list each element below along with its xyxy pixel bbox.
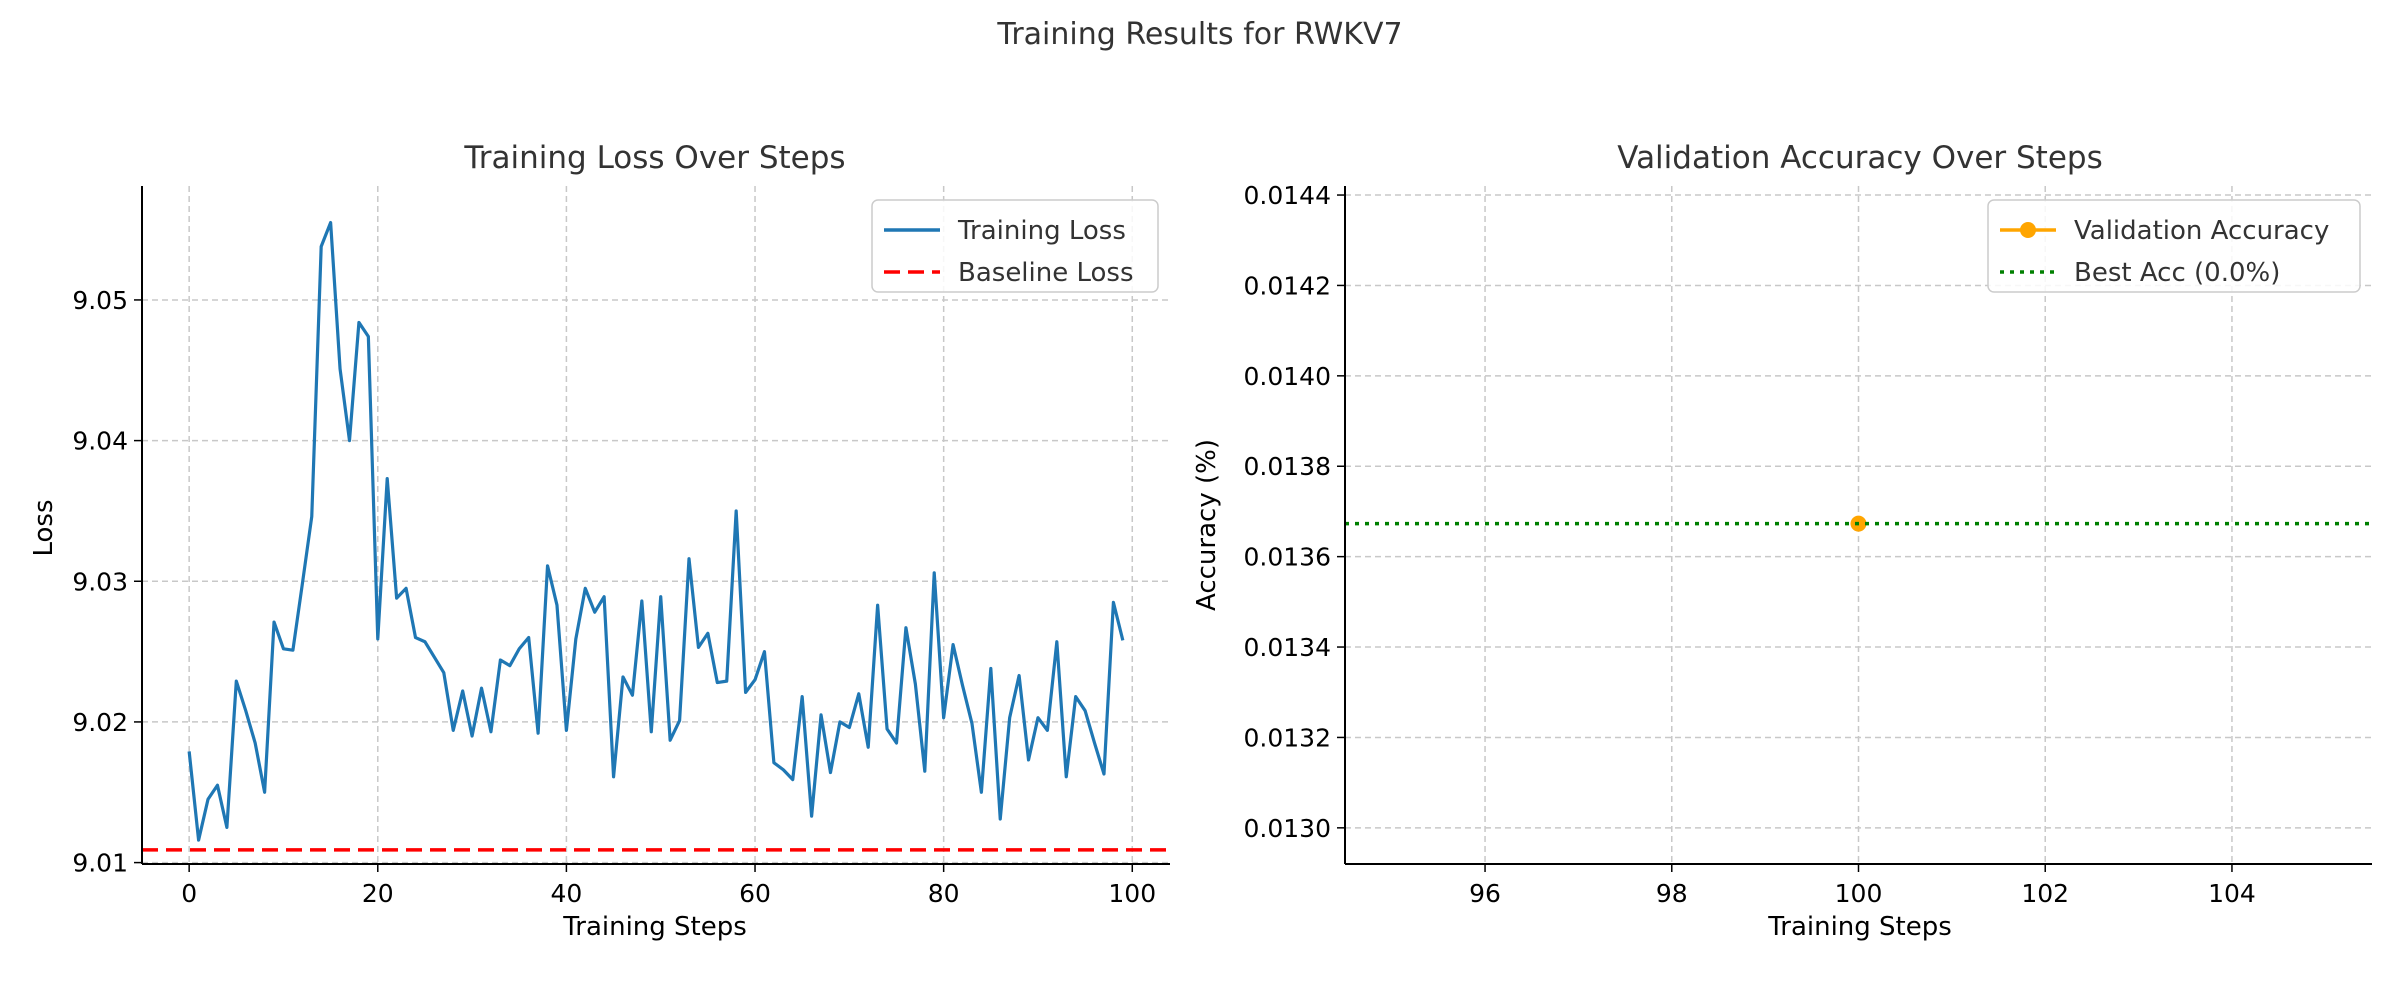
validation-accuracy-legend: Validation Accuracy Best Acc (0.0%) xyxy=(1987,199,2361,293)
training-loss-xtick-label: 100 xyxy=(1108,879,1156,908)
training-loss-xlabel: Training Steps xyxy=(562,912,747,942)
training-loss-ytick-label: 9.03 xyxy=(72,567,128,596)
training-loss-axes xyxy=(141,186,1170,865)
training-loss-ytick-label: 9.05 xyxy=(72,286,128,315)
validation-accuracy-xtick-label: 104 xyxy=(2208,879,2256,908)
validation-accuracy-ticks: 96 98 100 102 104 0.0130 0.0132 0.0134 0.0136 0.0… xyxy=(1244,181,2256,908)
training-loss-legend: Training Loss Baseline Loss xyxy=(871,199,1159,293)
training-loss-title: Training Loss Over Steps xyxy=(463,140,845,176)
validation-accuracy-axes xyxy=(1344,186,2372,865)
figure-title: Training Results for RWKV7 xyxy=(996,17,1402,52)
validation-accuracy-ytick-label: 0.0130 xyxy=(1244,814,1331,843)
validation-accuracy-xtick-label: 98 xyxy=(1656,879,1688,908)
validation-accuracy-xtick-label: 102 xyxy=(2021,879,2069,908)
validation-accuracy-xtick-label: 96 xyxy=(1469,879,1501,908)
validation-accuracy-ylabel: Accuracy (%) xyxy=(1192,439,1222,611)
training-loss-legend-label: Training Loss xyxy=(957,216,1126,246)
validation-accuracy-ytick-label: 0.0142 xyxy=(1244,271,1331,300)
training-loss-legend-box xyxy=(871,199,1159,293)
training-loss-marks xyxy=(142,220,1170,852)
training-loss-xtick-label: 0 xyxy=(181,879,197,908)
validation-accuracy-ytick-label: 0.0136 xyxy=(1244,543,1331,572)
training-loss-xtick-label: 60 xyxy=(739,879,771,908)
validation-accuracy-legend-box xyxy=(1987,199,2361,293)
validation-accuracy-xtick-label: 100 xyxy=(1835,879,1883,908)
validation-accuracy-legend-marker xyxy=(2020,222,2036,238)
training-loss-xtick-label: 20 xyxy=(362,879,394,908)
training-loss-ylabel: Loss xyxy=(29,499,59,556)
training-loss-xtick-label: 40 xyxy=(550,879,582,908)
training-loss-xtick-label: 80 xyxy=(928,879,960,908)
validation-accuracy-ytick-label: 0.0138 xyxy=(1244,452,1331,481)
validation-accuracy-title: Validation Accuracy Over Steps xyxy=(1617,140,2102,176)
training-loss-ticks: 0 20 40 60 80 100 9.01 9.02 9.03 9.04 9.05 xyxy=(72,286,1156,908)
validation-accuracy-marks xyxy=(1345,515,2372,532)
validation-accuracy-grid xyxy=(1345,186,2372,864)
training-loss-ytick-label: 9.04 xyxy=(72,427,128,456)
training-loss-chart: Training Loss Over Steps Training Steps … xyxy=(29,140,1170,942)
validation-accuracy-xlabel: Training Steps xyxy=(1767,912,1952,942)
training-loss-series-training-loss xyxy=(187,220,1125,842)
training-loss-ytick-label: 9.02 xyxy=(72,708,128,737)
validation-accuracy-ytick-label: 0.0140 xyxy=(1244,362,1331,391)
validation-accuracy-chart: Validation Accuracy Over Steps Training … xyxy=(1192,140,2372,942)
validation-accuracy-ytick-label: 0.0144 xyxy=(1244,181,1331,210)
training-loss-legend-label: Baseline Loss xyxy=(958,258,1134,288)
validation-accuracy-ytick-label: 0.0132 xyxy=(1244,723,1331,752)
validation-accuracy-legend-label: Best Acc (0.0%) xyxy=(2074,258,2280,288)
validation-accuracy-legend-label: Validation Accuracy xyxy=(2074,216,2329,246)
validation-accuracy-ytick-label: 0.0134 xyxy=(1244,633,1331,662)
training-loss-ytick-label: 9.01 xyxy=(72,849,128,878)
